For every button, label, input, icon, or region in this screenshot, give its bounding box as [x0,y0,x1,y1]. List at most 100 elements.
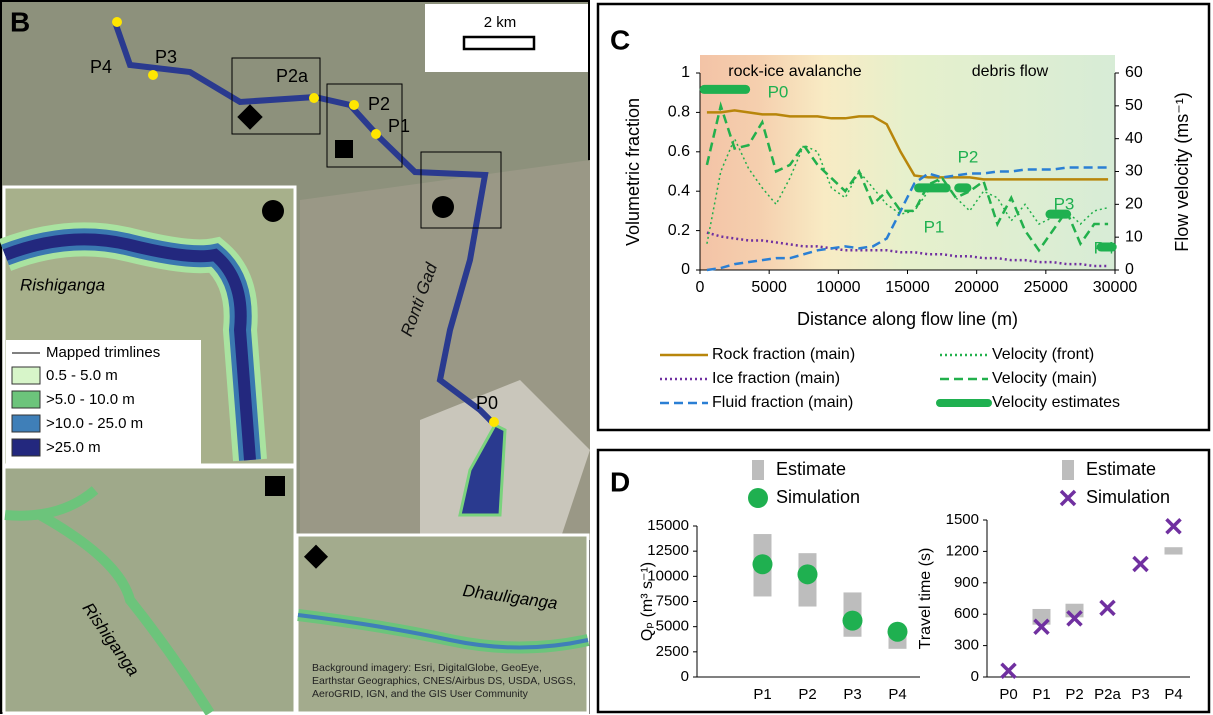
simulation-marker [1099,599,1116,617]
y-tick-label: 1500 [946,511,979,528]
legend-swatch [11,366,41,385]
point-label: P1 [388,116,410,136]
legend-swatch [752,460,764,480]
x-tick-label: P2 [798,686,816,703]
legend-label: Velocity (front) [992,346,1094,363]
estimate-range [1164,547,1183,555]
y-tick-label: 0 [971,668,979,685]
point-marker [148,70,158,80]
legend-label: Simulation [1086,487,1170,507]
simulation-marker [842,610,863,631]
y-tick-label: 1200 [946,542,979,559]
x-tick-label: 10000 [816,279,861,296]
legend-label: Ice fraction (main) [712,370,840,387]
simulation-marker [1059,489,1077,507]
legend-label: Estimate [776,459,846,479]
x-tick-label: 20000 [954,279,999,296]
y-tick-label: 0.8 [668,104,690,121]
inset-map [2,465,297,715]
x-tick-label: 25000 [1024,279,1069,296]
x-tick-label: P0 [999,686,1017,703]
estimate-range [1065,603,1084,618]
legend-swatch [11,438,41,457]
point-label: P2a [276,66,309,86]
legend-label: 0.5 - 5.0 m [46,367,118,384]
legend-label: Simulation [776,487,860,507]
x-tick-label: 0 [696,279,705,296]
series-line [706,231,1109,268]
point-annotation: P1 [924,217,945,236]
circle-symbol [262,200,284,222]
y-axis-label: Qₚ (m³ s⁻¹) [639,562,656,641]
point-annotation: P3 [1054,194,1075,213]
y2-tick-label: 40 [1125,130,1143,147]
y-tick-label: 5000 [656,618,689,635]
legend-label: Estimate [1086,459,1156,479]
y-tick-label: 0 [681,668,689,685]
credit-text: Background imagery: Esri, DigitalGlobe, … [312,662,576,700]
y-tick-label: 300 [954,637,979,654]
y-axis-label: Travel time (s) [917,548,934,650]
legend-swatch [11,414,41,433]
y-tick-label: 12500 [647,542,689,559]
legend-title: Mapped trimlines [46,344,160,361]
simulation-marker [1165,518,1182,535]
panel-letter: B [10,6,30,37]
simulation-marker [1066,610,1083,627]
y-tick-label: 7500 [656,592,689,609]
scale-label: 2 km [484,14,517,31]
point-annotation: P2 [958,147,979,166]
point-marker [371,129,381,139]
simulation-marker [1000,662,1017,679]
legend-label: >25.0 m [46,439,101,456]
y-tick-label: 0.2 [668,222,690,239]
y-tick-label: 0 [681,261,690,278]
panel-letter: C [610,24,630,55]
series-line [705,101,1109,253]
point-marker [112,17,122,27]
y-tick-label: 0.6 [668,143,690,160]
legend-swatch [11,390,41,409]
point-marker [309,93,319,103]
flow-extent [297,613,589,650]
point-marker [349,100,359,110]
y-tick-label: 15000 [647,517,689,534]
y2-tick-label: 0 [1125,261,1134,278]
x-tick-label: P2a [1094,686,1121,703]
legend-label: Velocity estimates [992,394,1120,411]
legend-label: >10.0 - 25.0 m [46,415,143,432]
y2-tick-label: 30 [1125,163,1143,180]
square-symbol [265,476,285,496]
x-tick-label: 5000 [751,279,787,296]
series-line [706,109,1109,181]
diamond-symbol [303,544,329,569]
river-flow [112,21,498,428]
point-annotation: P0 [768,82,789,101]
point-label: P3 [155,47,177,67]
x-tick-label: P3 [843,686,861,703]
point-label: P4 [90,57,112,77]
y-tick-label: 2500 [656,643,689,660]
x-tick-label: 15000 [885,279,930,296]
simulation-marker [1132,555,1149,573]
y2-tick-label: 10 [1125,228,1143,245]
y-tick-label: 0.4 [668,182,690,199]
x-tick-label: P4 [888,686,906,703]
square-symbol [335,140,353,158]
y-axis-label: Volumetric fraction [623,98,643,246]
legend-label: Fluid fraction (main) [712,394,853,411]
river-label: Rishiganga [20,275,105,294]
flow-extent [2,233,256,461]
map-panel: P4 P3 P2a P2 P1 P0 Ronti Gad 2 km B Rish… [0,0,590,715]
scale-bar [462,35,536,51]
inset-box [420,151,502,229]
y-tick-label: 1 [681,64,690,81]
region-label: debris flow [972,63,1049,80]
x-axis-label: Distance along flow line (m) [797,309,1018,329]
x-tick-label: P2 [1065,686,1083,703]
legend-swatch [1062,460,1074,480]
region-label: rock-ice avalanche [728,63,862,80]
